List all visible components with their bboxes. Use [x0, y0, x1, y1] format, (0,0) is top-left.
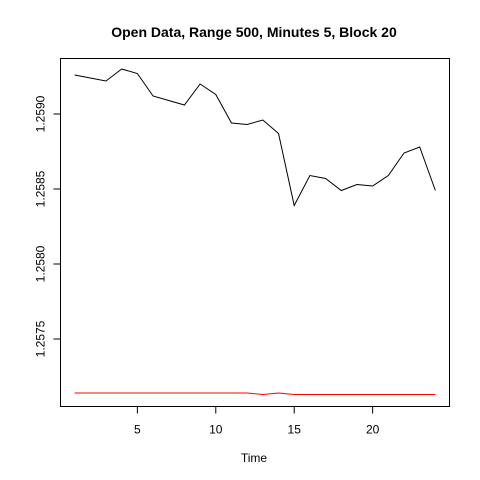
x-tick-label: 10: [209, 423, 223, 437]
plot-area: [60, 58, 450, 407]
y-tick-label: 1.2585: [34, 170, 48, 207]
series-line-0: [74, 68, 436, 207]
y-tick-label: 1.2580: [34, 245, 48, 282]
y-tick-label: 1.2590: [34, 95, 48, 132]
series-line-1: [74, 392, 436, 396]
y-axis: 1.2575 1.2580 1.2585 1.2590: [34, 95, 61, 357]
x-tick-label: 15: [288, 423, 302, 437]
chart-title: Open Data, Range 500, Minutes 5, Block 2…: [111, 24, 397, 40]
x-tick-label: 20: [366, 423, 380, 437]
y-tick-label: 1.2575: [34, 320, 48, 357]
x-axis-label: Time: [241, 451, 268, 465]
x-axis: 5 10 15 20: [134, 406, 380, 437]
x-tick-label: 5: [134, 423, 141, 437]
series-layer: [74, 68, 436, 396]
